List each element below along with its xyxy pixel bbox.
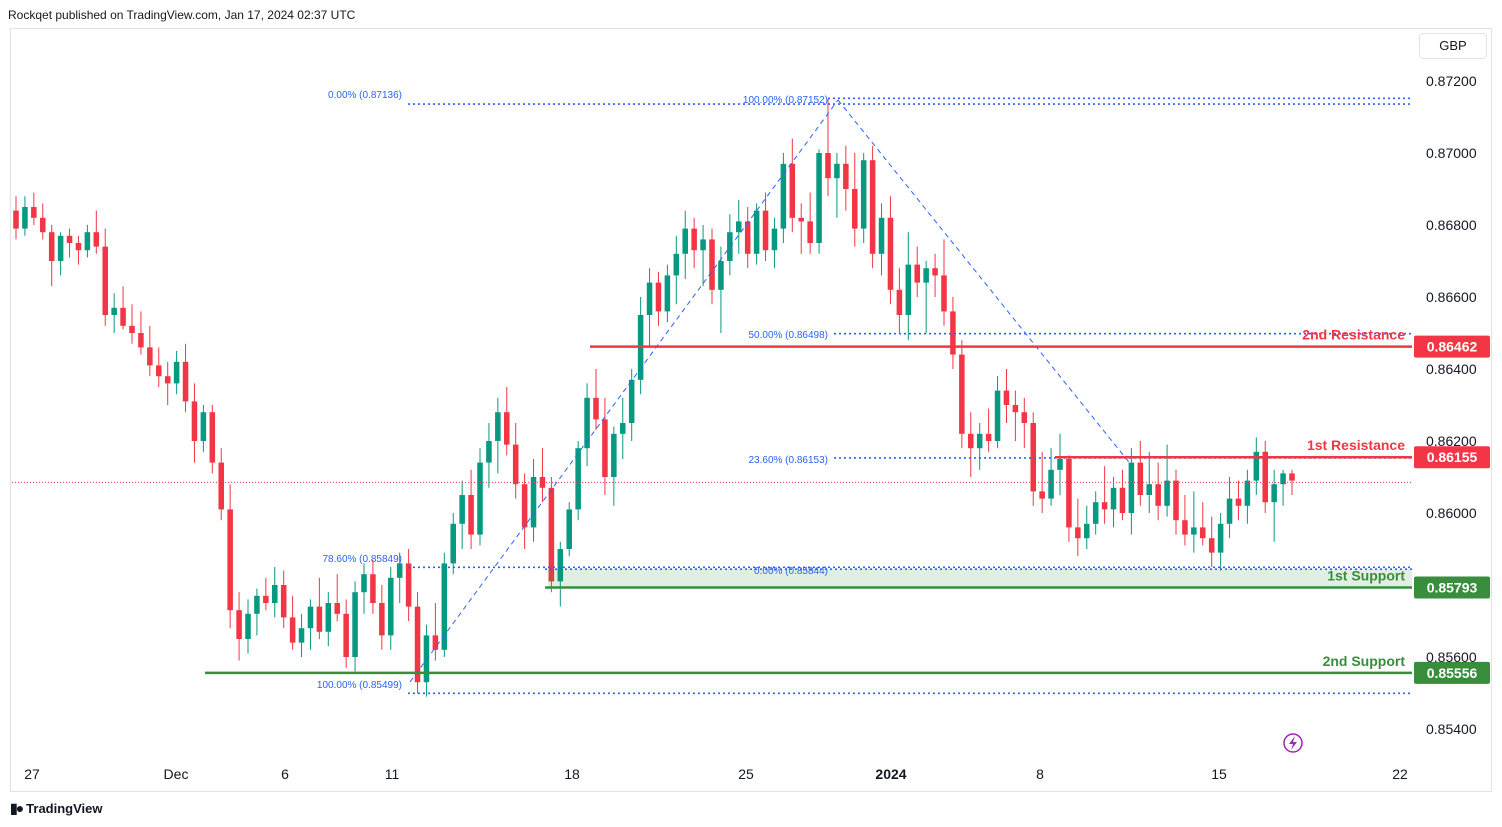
currency-button[interactable]: GBP <box>1419 33 1487 59</box>
tradingview-logo-icon: ▮● <box>10 800 24 816</box>
footer-brand-label: TradingView <box>26 801 103 816</box>
publisher-caption: Rockqet published on TradingView.com, Ja… <box>8 8 356 22</box>
chart-frame[interactable] <box>10 28 1492 792</box>
footer-brand[interactable]: ▮● TradingView <box>10 800 103 817</box>
